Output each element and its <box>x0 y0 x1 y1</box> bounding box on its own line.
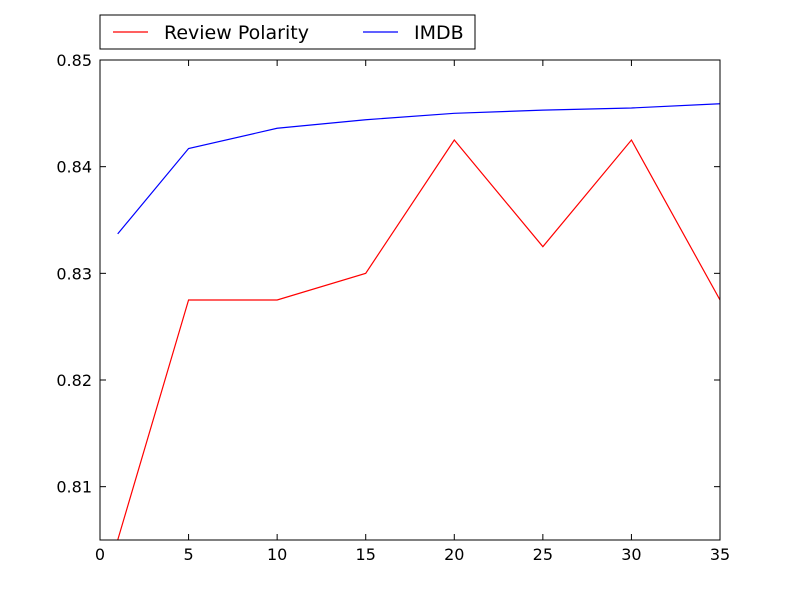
x-tick-label: 25 <box>533 545 553 564</box>
x-tick-label: 15 <box>356 545 376 564</box>
x-tick-label: 20 <box>444 545 464 564</box>
ticks-layer: 0 5 10 15 20 25 30 35 0.81 0.82 0.83 0.84 0.85 <box>56 51 730 564</box>
y-tick-label: 0.84 <box>56 158 92 177</box>
x-tick-label: 10 <box>267 545 287 564</box>
legend-label: Review Polarity <box>164 22 309 44</box>
series-line-review-polarity <box>117 138 720 540</box>
legend-box <box>99 14 476 50</box>
y-tick-label: 0.81 <box>56 478 92 497</box>
x-tick-label: 30 <box>621 545 641 564</box>
legend-label: IMDB <box>414 22 464 44</box>
x-tick-label: 35 <box>710 545 730 564</box>
series-layer <box>117 103 720 540</box>
series-line-imdb <box>117 103 720 235</box>
y-tick-label: 0.85 <box>56 51 92 70</box>
plot-frame <box>99 59 721 541</box>
legend: Review Polarity IMDB <box>99 14 476 50</box>
y-tick-label: 0.82 <box>56 371 92 390</box>
x-tick-label: 0 <box>95 545 105 564</box>
plot-frame-layer <box>99 59 721 541</box>
x-tick-label: 5 <box>183 545 193 564</box>
y-tick-label: 0.83 <box>56 264 92 283</box>
